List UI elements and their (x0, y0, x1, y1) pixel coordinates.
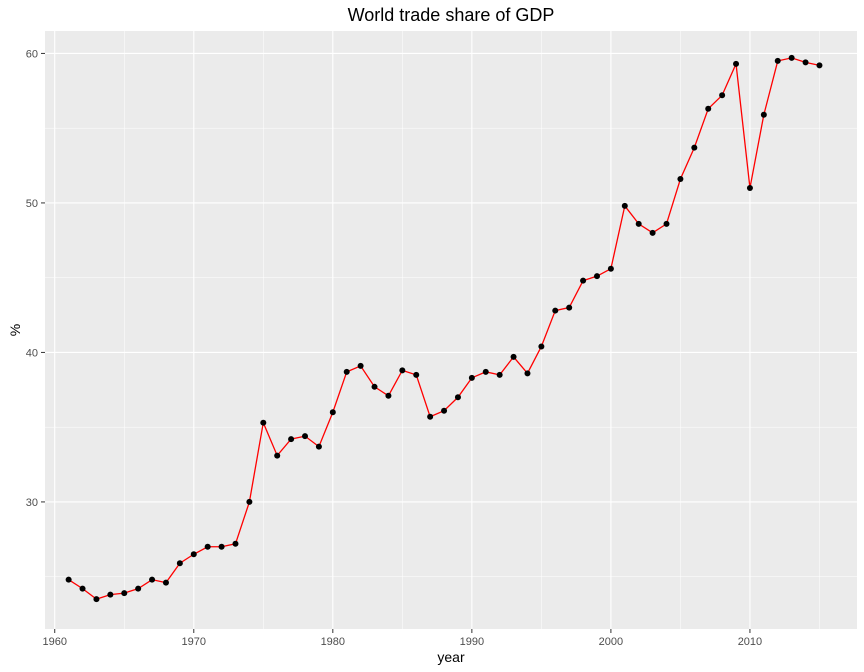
plot-panel (45, 31, 857, 629)
data-point (468, 374, 475, 381)
data-point (580, 277, 587, 284)
data-point (343, 368, 350, 375)
data-point (691, 144, 698, 151)
data-point (482, 368, 489, 375)
x-tick-label: 1990 (460, 636, 484, 648)
data-point (399, 367, 406, 374)
data-point (121, 590, 128, 597)
data-point (593, 273, 600, 280)
data-point (107, 591, 114, 598)
data-point (635, 220, 642, 227)
data-point (719, 92, 726, 99)
data-point (566, 304, 573, 311)
data-point (733, 60, 740, 67)
data-point (413, 371, 420, 378)
data-point (371, 383, 378, 390)
data-point (302, 433, 309, 440)
data-point (441, 407, 448, 414)
series-layer (65, 54, 823, 603)
data-point (677, 176, 684, 183)
data-point (260, 419, 267, 426)
x-axis-title: year (437, 649, 465, 665)
data-point (496, 371, 503, 378)
data-point (705, 105, 712, 112)
data-point (760, 111, 767, 118)
data-point (329, 409, 336, 416)
data-point (746, 184, 753, 191)
data-point (663, 220, 670, 227)
data-point (357, 362, 364, 369)
data-point (607, 265, 614, 272)
data-point (79, 585, 86, 592)
y-tick-label: 30 (26, 497, 38, 509)
data-point (774, 57, 781, 64)
data-point (649, 229, 656, 236)
data-point (524, 370, 531, 377)
x-tick-label: 2000 (599, 636, 623, 648)
y-tick-label: 40 (26, 347, 38, 359)
axis-ticks: 1960 1970 1980 1990 2000 2010 30 40 50 60 (26, 48, 762, 648)
data-point (93, 596, 100, 603)
x-tick-label: 1970 (182, 636, 206, 648)
data-point (802, 59, 809, 66)
data-point (246, 498, 253, 505)
data-point (538, 343, 545, 350)
data-point (274, 452, 281, 459)
data-point (135, 585, 142, 592)
data-point (204, 543, 211, 550)
y-tick-label: 50 (26, 198, 38, 210)
x-tick-label: 2010 (738, 636, 762, 648)
data-point (218, 543, 225, 550)
data-point (149, 576, 156, 583)
data-point (427, 413, 434, 420)
data-point (190, 551, 197, 558)
data-point (162, 579, 169, 586)
y-tick-label: 60 (26, 48, 38, 60)
x-tick-label: 1960 (42, 636, 66, 648)
grid-minor (45, 31, 857, 629)
data-point (385, 392, 392, 399)
data-point (510, 353, 517, 360)
data-point (65, 576, 72, 583)
data-point (288, 436, 295, 443)
grid-major (45, 31, 857, 629)
y-axis-title: % (7, 324, 23, 336)
data-point (315, 443, 322, 450)
data-point (232, 540, 239, 547)
chart-title: World trade share of GDP (348, 5, 555, 25)
data-point (176, 560, 183, 567)
data-point (454, 394, 461, 401)
x-tick-label: 1980 (321, 636, 345, 648)
data-point (788, 54, 795, 61)
data-point (816, 62, 823, 69)
data-point (552, 307, 559, 314)
data-point (621, 202, 628, 209)
